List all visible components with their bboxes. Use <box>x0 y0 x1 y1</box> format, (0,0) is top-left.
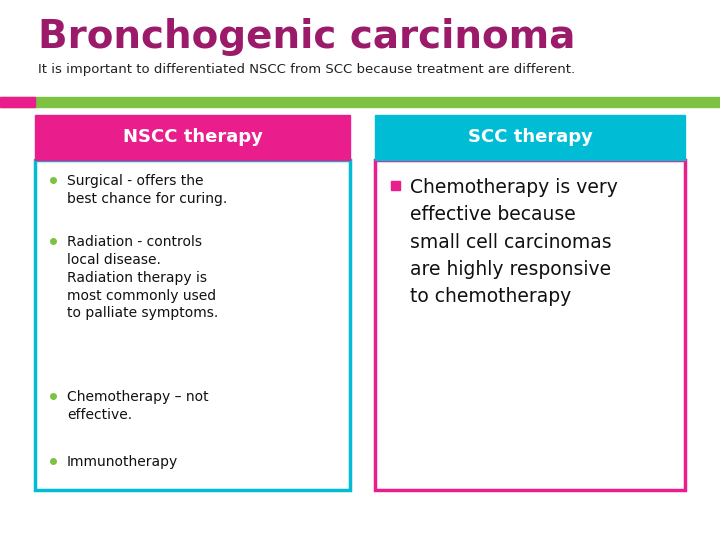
Text: Surgical - offers the
best chance for curing.: Surgical - offers the best chance for cu… <box>67 174 228 206</box>
Bar <box>35 160 350 490</box>
Text: It is important to differentiated NSCC from SCC because treatment are different.: It is important to differentiated NSCC f… <box>38 63 575 76</box>
Text: Immunotherapy: Immunotherapy <box>67 455 179 469</box>
Text: NSCC therapy: NSCC therapy <box>122 129 262 146</box>
Bar <box>35 115 350 160</box>
Text: Chemotherapy – not
effective.: Chemotherapy – not effective. <box>67 390 209 422</box>
Bar <box>375 160 685 490</box>
Bar <box>0 97 720 107</box>
Text: SCC therapy: SCC therapy <box>467 129 593 146</box>
Text: Bronchogenic carcinoma: Bronchogenic carcinoma <box>38 18 575 56</box>
Text: Chemotherapy is very
effective because
small cell carcinomas
are highly responsi: Chemotherapy is very effective because s… <box>410 178 618 306</box>
Bar <box>391 181 400 190</box>
Bar <box>0 97 35 107</box>
Bar <box>375 115 685 160</box>
Text: Radiation - controls
local disease.
Radiation therapy is
most commonly used
to p: Radiation - controls local disease. Radi… <box>67 235 218 320</box>
